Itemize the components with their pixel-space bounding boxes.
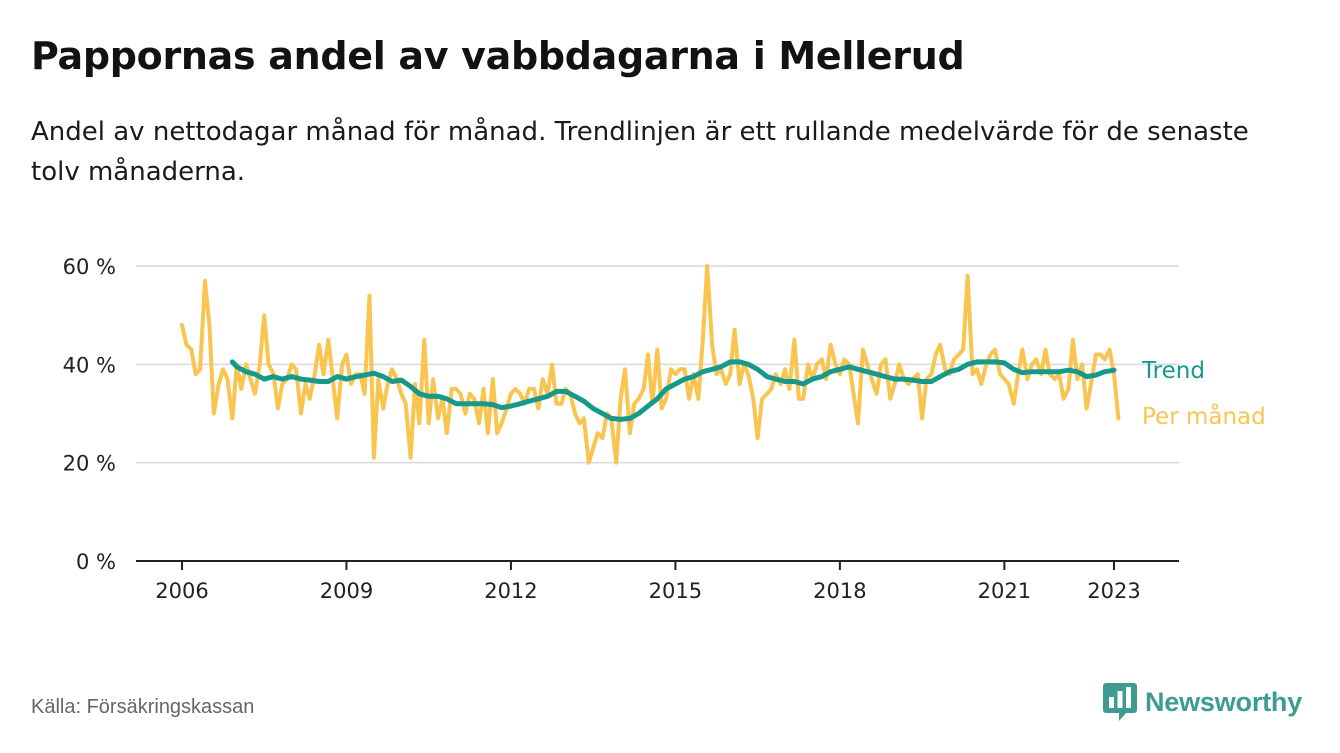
x-tick-label: 2021 xyxy=(978,579,1031,603)
legend-label-per-manad: Per månad xyxy=(1142,402,1266,430)
y-tick-label: 40 % xyxy=(63,353,116,377)
series-lines xyxy=(180,264,1121,465)
bar-chart-speech-bubble-icon xyxy=(1103,683,1137,721)
y-tick-label: 0 % xyxy=(76,550,116,574)
chart-subtitle: Andel av nettodagar månad för månad. Tre… xyxy=(31,117,1249,187)
source-note: Källa: Försäkringskassan xyxy=(31,696,255,718)
y-tick-label: 60 % xyxy=(63,255,116,279)
y-axis-tick-labels: 0 % 20 % 40 % 60 % xyxy=(63,255,116,574)
x-tick-label: 2023 xyxy=(1087,579,1140,603)
inline-legend: Trend Per månad xyxy=(1141,358,1266,430)
x-tick-label: 2018 xyxy=(813,579,866,603)
chart-title: Pappornas andel av vabbdagarna i Melleru… xyxy=(31,34,965,78)
logo-wordmark: Newsworthy xyxy=(1145,686,1303,717)
y-tick-label: 20 % xyxy=(63,452,116,476)
series-line-trend xyxy=(229,359,1117,422)
x-tick-label: 2009 xyxy=(320,579,373,603)
newsworthy-logo: Newsworthy xyxy=(1103,683,1302,721)
legend-label-trend: Trend xyxy=(1141,358,1205,384)
series-line-per-manad xyxy=(180,264,1121,465)
x-tick-label: 2012 xyxy=(484,579,537,603)
x-tick-label: 2015 xyxy=(649,579,702,603)
x-axis-tick-labels: 2006 2009 2012 2015 2018 2021 2023 xyxy=(155,561,1141,603)
x-tick-label: 2006 xyxy=(155,579,208,603)
